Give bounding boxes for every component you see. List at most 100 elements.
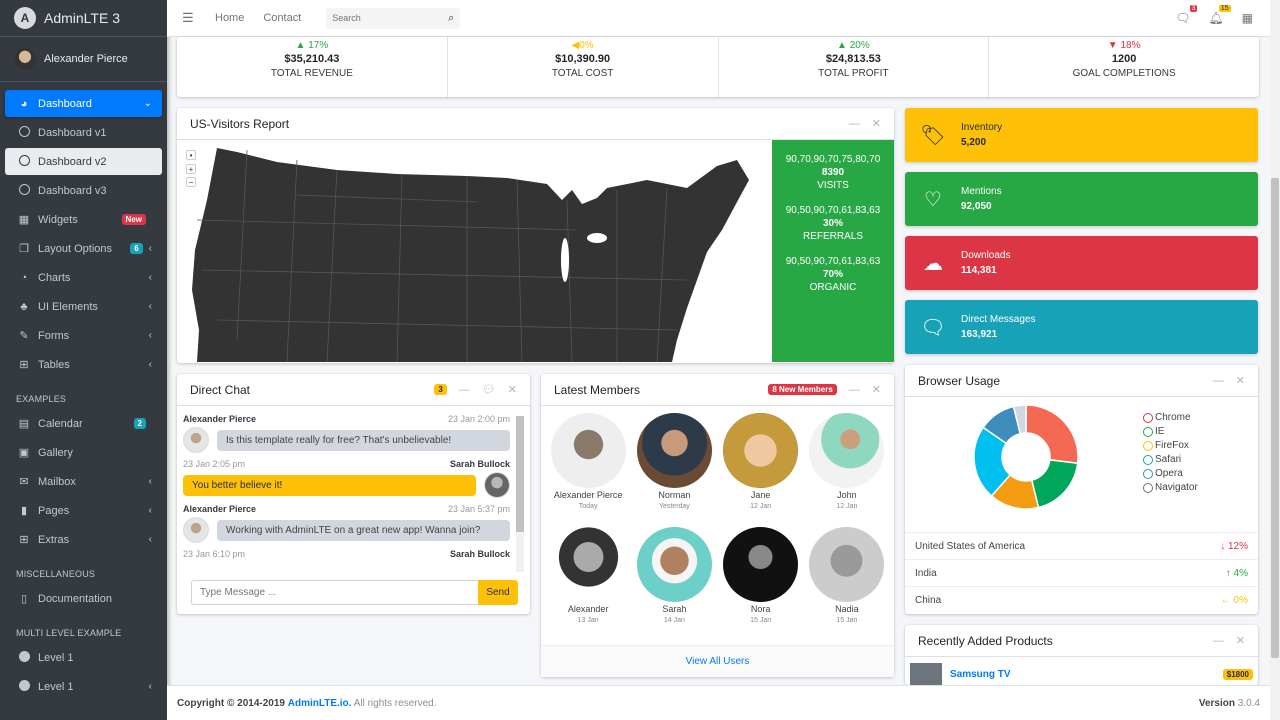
sidebar-item-ui-elements[interactable]: ♣ UI Elements ‹ xyxy=(5,293,162,320)
avatar xyxy=(723,413,799,488)
sidebar-item-label: Calendar xyxy=(38,417,83,430)
map-zoom-out-button[interactable]: − xyxy=(186,177,196,187)
map-zoom-in-button[interactable]: + xyxy=(186,164,196,174)
stat-total-revenue: ▲ 17% $35,210.43 TOTAL REVENUE xyxy=(177,37,448,97)
sidebar-item-dashboard-v2[interactable]: Dashboard v2 xyxy=(5,148,162,175)
send-button[interactable]: Send xyxy=(478,580,518,605)
collapse-button[interactable]: — xyxy=(848,383,860,396)
messages-dropdown[interactable]: 🗨 3 xyxy=(1175,5,1198,25)
menu-toggle-icon[interactable]: ☰ xyxy=(182,10,194,25)
version-number: 3.0.4 xyxy=(1237,697,1260,709)
us-map[interactable]: • + − xyxy=(177,140,772,362)
close-button[interactable]: ✕ xyxy=(1235,635,1245,647)
sidebar-item-gallery[interactable]: ▣ Gallery xyxy=(5,439,162,466)
chat-message: 23 Jan 6:10 pm Sarah Bullock xyxy=(183,549,510,559)
country-change: ↑ 4% xyxy=(1225,567,1248,579)
map-reset-button[interactable]: • xyxy=(186,150,196,160)
donut-slice-ie[interactable] xyxy=(1030,459,1079,509)
legend-item-opera: Opera xyxy=(1143,468,1198,479)
member-date: 13 Jan xyxy=(577,617,599,624)
member-item[interactable]: Alexander 13 Jan xyxy=(545,527,631,641)
member-item[interactable]: John 12 Jan xyxy=(804,413,890,527)
messages-badge: 3 xyxy=(1189,5,1198,12)
sidebar-item-tables[interactable]: ⊞ Tables ‹ xyxy=(5,351,162,378)
browser-donut-chart[interactable] xyxy=(973,404,1079,510)
member-name: Sarah xyxy=(662,604,687,614)
country-list: United States of America ↓ 12% India ↑ 4% … xyxy=(905,532,1258,613)
collapse-button[interactable]: — xyxy=(848,117,860,130)
close-button[interactable]: ✕ xyxy=(1235,375,1245,387)
stat-total-profit: ▲ 20% $24,813.53 TOTAL PROFIT xyxy=(719,37,990,97)
adminlte-link[interactable]: AdminLTE.io. xyxy=(287,697,352,709)
chat-scrollbar[interactable] xyxy=(516,416,524,572)
stat-value: $35,210.43 xyxy=(284,53,340,65)
sidebar-item-mailbox[interactable]: ✉ Mailbox ‹ xyxy=(5,468,162,495)
edit-icon: ✎ xyxy=(19,330,29,342)
sidebar-item-charts[interactable]: ◔ Charts ‹ xyxy=(5,264,162,291)
tree-icon: ♣ xyxy=(20,300,28,313)
sparkline-value: 8390 xyxy=(821,167,845,178)
notifications-dropdown[interactable]: 🔔︎ 15 xyxy=(1208,5,1231,25)
sidebar-item-level-1-expandable[interactable]: Level 1 ‹ xyxy=(5,673,162,700)
country-row[interactable]: United States of America ↓ 12% xyxy=(905,532,1258,559)
sidebar-item-dashboard[interactable]: ◕ Dashboard ⌄ xyxy=(5,90,162,117)
info-box-value: 163,921 xyxy=(961,329,998,340)
member-item[interactable]: Nadia 15 Jan xyxy=(804,527,890,641)
stat-value: $10,390.90 xyxy=(555,53,611,65)
brand-link[interactable]: A AdminLTE 3 xyxy=(0,0,167,37)
sidebar-item-extras[interactable]: ⊞ Extras ‹ xyxy=(5,526,162,553)
member-item[interactable]: Norman Yesterday xyxy=(631,413,717,527)
tag-icon: 🏷︎ xyxy=(920,124,946,147)
close-button[interactable]: ✕ xyxy=(871,118,881,130)
version: Version 3.0.4 xyxy=(1199,698,1260,709)
donut-slice-chrome[interactable] xyxy=(1025,404,1079,465)
user-panel[interactable]: Alexander Pierce xyxy=(0,37,167,82)
sidebar-item-widgets[interactable]: ▦ Widgets New xyxy=(5,206,162,233)
search-input[interactable] xyxy=(332,13,433,23)
collapse-button[interactable]: — xyxy=(1212,374,1224,387)
sidebar-item-dashboard-v1[interactable]: Dashboard v1 xyxy=(5,119,162,146)
sidebar-item-label: Level 1 xyxy=(38,651,74,664)
sidebar-item-dashboard-v3[interactable]: Dashboard v3 xyxy=(5,177,162,204)
control-sidebar-button[interactable]: ▦ xyxy=(1242,11,1253,25)
circle-icon xyxy=(17,679,31,694)
calendar-icon: ▤ xyxy=(18,418,30,430)
view-all-users-link[interactable]: View All Users xyxy=(541,645,894,677)
stat-value: 1200 xyxy=(1111,53,1137,65)
search-icon[interactable]: ⌕ xyxy=(448,11,455,24)
sparkline-organic: 90,50,90,70,61,83,63 70% ORGANIC xyxy=(772,256,894,293)
notifications-badge: 15 xyxy=(1218,5,1231,12)
sidebar-item-pages[interactable]: ▮ Pages ‹ xyxy=(5,497,162,524)
copyright-text: Copyright © 2014-2019 xyxy=(177,697,285,709)
member-item[interactable]: Nora 15 Jan xyxy=(718,527,804,641)
donut-slice-navigator[interactable] xyxy=(1012,404,1027,435)
card-header: Direct Chat 3 — 💬︎ ✕ xyxy=(177,374,530,406)
sidebar-item-documentation[interactable]: ▯ Documentation xyxy=(5,585,162,612)
nav-link-contact[interactable]: Contact xyxy=(263,12,302,24)
sidebar-item-level-1[interactable]: Level 1 xyxy=(5,644,162,671)
stat-label: TOTAL REVENUE xyxy=(270,68,353,79)
sidebar-item-calendar[interactable]: ▤ Calendar 2 xyxy=(5,410,162,437)
product-item[interactable]: Samsung TV $1800 xyxy=(905,657,1258,685)
contacts-toggle-icon[interactable]: 💬︎ xyxy=(481,384,496,396)
info-box-label: Inventory xyxy=(961,122,1003,133)
member-item[interactable]: Sarah 14 Jan xyxy=(631,527,717,641)
sidebar-item-layout-options[interactable]: ❐ Layout Options 6 ‹ xyxy=(5,235,162,262)
message-input[interactable] xyxy=(191,580,478,605)
collapse-button[interactable]: — xyxy=(458,383,470,396)
member-date: Yesterday xyxy=(658,503,690,510)
sidebar-item-forms[interactable]: ✎ Forms ‹ xyxy=(5,322,162,349)
page-scrollbar[interactable] xyxy=(1270,0,1280,720)
country-row[interactable]: India ↑ 4% xyxy=(905,559,1258,586)
collapse-button[interactable]: — xyxy=(1212,634,1224,647)
member-item[interactable]: Jane 12 Jan xyxy=(718,413,804,527)
chat-message: Alexander Pierce 23 Jan 5:37 pm Working w… xyxy=(183,504,510,543)
card-title: Direct Chat xyxy=(190,382,251,397)
product-name-link[interactable]: Samsung TV xyxy=(950,668,1011,680)
close-button[interactable]: ✕ xyxy=(507,384,517,396)
country-row[interactable]: China ← 0% xyxy=(905,586,1258,613)
member-item[interactable]: Alexander Pierce Today xyxy=(545,413,631,527)
sidebar-item-label: Dashboard xyxy=(38,97,92,110)
close-button[interactable]: ✕ xyxy=(871,384,881,396)
nav-link-home[interactable]: Home xyxy=(215,12,245,24)
